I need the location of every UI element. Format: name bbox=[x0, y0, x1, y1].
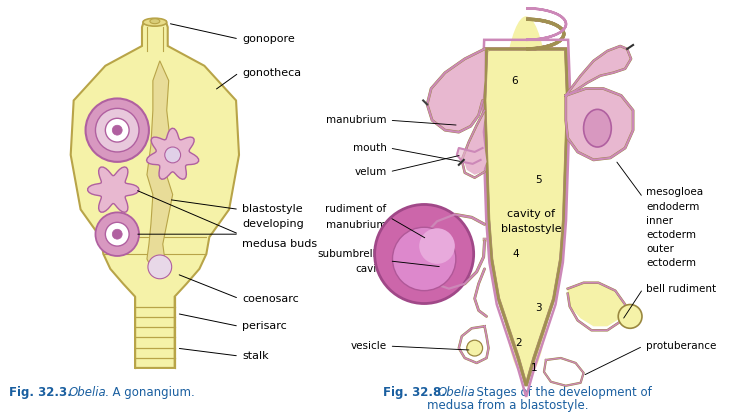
Text: bell rudiment: bell rudiment bbox=[646, 284, 716, 294]
Polygon shape bbox=[146, 128, 199, 179]
Circle shape bbox=[105, 118, 129, 142]
Polygon shape bbox=[567, 284, 623, 326]
Text: Fig. 32.3.: Fig. 32.3. bbox=[10, 386, 72, 399]
Text: Obelia: Obelia bbox=[68, 386, 107, 399]
Text: rudiment of: rudiment of bbox=[325, 205, 386, 215]
Text: coenosarc: coenosarc bbox=[242, 293, 299, 304]
Text: 1: 1 bbox=[531, 363, 537, 373]
Text: manubrium: manubrium bbox=[326, 115, 386, 125]
Text: 3: 3 bbox=[535, 303, 542, 313]
Text: gonopore: gonopore bbox=[242, 34, 294, 44]
Text: blastostyle: blastostyle bbox=[500, 224, 562, 234]
Circle shape bbox=[113, 125, 122, 135]
Text: 4: 4 bbox=[513, 249, 520, 259]
Text: vesicle: vesicle bbox=[350, 341, 386, 351]
Text: manubrium: manubrium bbox=[326, 220, 386, 230]
Text: . A gonangium.: . A gonangium. bbox=[105, 386, 195, 399]
Text: inner: inner bbox=[646, 216, 673, 226]
Circle shape bbox=[113, 229, 122, 239]
Text: . Stages of the development of: . Stages of the development of bbox=[469, 386, 651, 399]
Text: outer: outer bbox=[646, 244, 674, 254]
Text: medusa from a blastostyle.: medusa from a blastostyle. bbox=[427, 399, 589, 412]
Text: Fig. 32.8.: Fig. 32.8. bbox=[383, 386, 445, 399]
Text: endoderm: endoderm bbox=[646, 203, 699, 212]
Text: ectoderm: ectoderm bbox=[646, 258, 696, 268]
Polygon shape bbox=[88, 167, 139, 212]
Circle shape bbox=[420, 228, 455, 264]
Polygon shape bbox=[463, 110, 486, 175]
Circle shape bbox=[148, 255, 171, 279]
Text: gonotheca: gonotheca bbox=[242, 68, 301, 78]
Circle shape bbox=[618, 305, 642, 328]
Text: developing: developing bbox=[242, 219, 304, 229]
Polygon shape bbox=[71, 21, 239, 368]
Text: cavity: cavity bbox=[355, 264, 386, 274]
Circle shape bbox=[375, 205, 474, 303]
Circle shape bbox=[165, 147, 180, 163]
Ellipse shape bbox=[143, 18, 167, 26]
Text: Obelia: Obelia bbox=[437, 386, 475, 399]
Circle shape bbox=[96, 212, 139, 256]
Polygon shape bbox=[566, 46, 631, 95]
Ellipse shape bbox=[150, 19, 160, 24]
Circle shape bbox=[96, 108, 139, 152]
Text: perisarc: perisarc bbox=[242, 321, 287, 331]
Polygon shape bbox=[147, 61, 173, 274]
Text: 6: 6 bbox=[511, 76, 517, 85]
Circle shape bbox=[105, 222, 129, 246]
Text: velum: velum bbox=[354, 167, 386, 177]
Text: blastostyle: blastostyle bbox=[242, 205, 302, 215]
Text: cavity of: cavity of bbox=[507, 210, 555, 220]
Circle shape bbox=[392, 227, 456, 290]
Text: subumbrellar: subumbrellar bbox=[317, 249, 386, 259]
Polygon shape bbox=[427, 49, 484, 132]
Text: 2: 2 bbox=[515, 338, 522, 348]
Polygon shape bbox=[566, 88, 633, 160]
Text: mouth: mouth bbox=[353, 143, 386, 153]
Text: medusa buds: medusa buds bbox=[242, 239, 317, 249]
Polygon shape bbox=[484, 19, 567, 386]
Text: protuberance: protuberance bbox=[646, 341, 716, 351]
Circle shape bbox=[467, 340, 483, 356]
Text: stalk: stalk bbox=[242, 351, 269, 361]
Ellipse shape bbox=[584, 110, 612, 147]
Circle shape bbox=[85, 98, 149, 162]
Ellipse shape bbox=[497, 16, 556, 378]
Text: ectoderm: ectoderm bbox=[646, 230, 696, 240]
Text: mesogloea: mesogloea bbox=[646, 187, 703, 197]
Text: 5: 5 bbox=[535, 175, 542, 185]
Polygon shape bbox=[457, 148, 483, 164]
